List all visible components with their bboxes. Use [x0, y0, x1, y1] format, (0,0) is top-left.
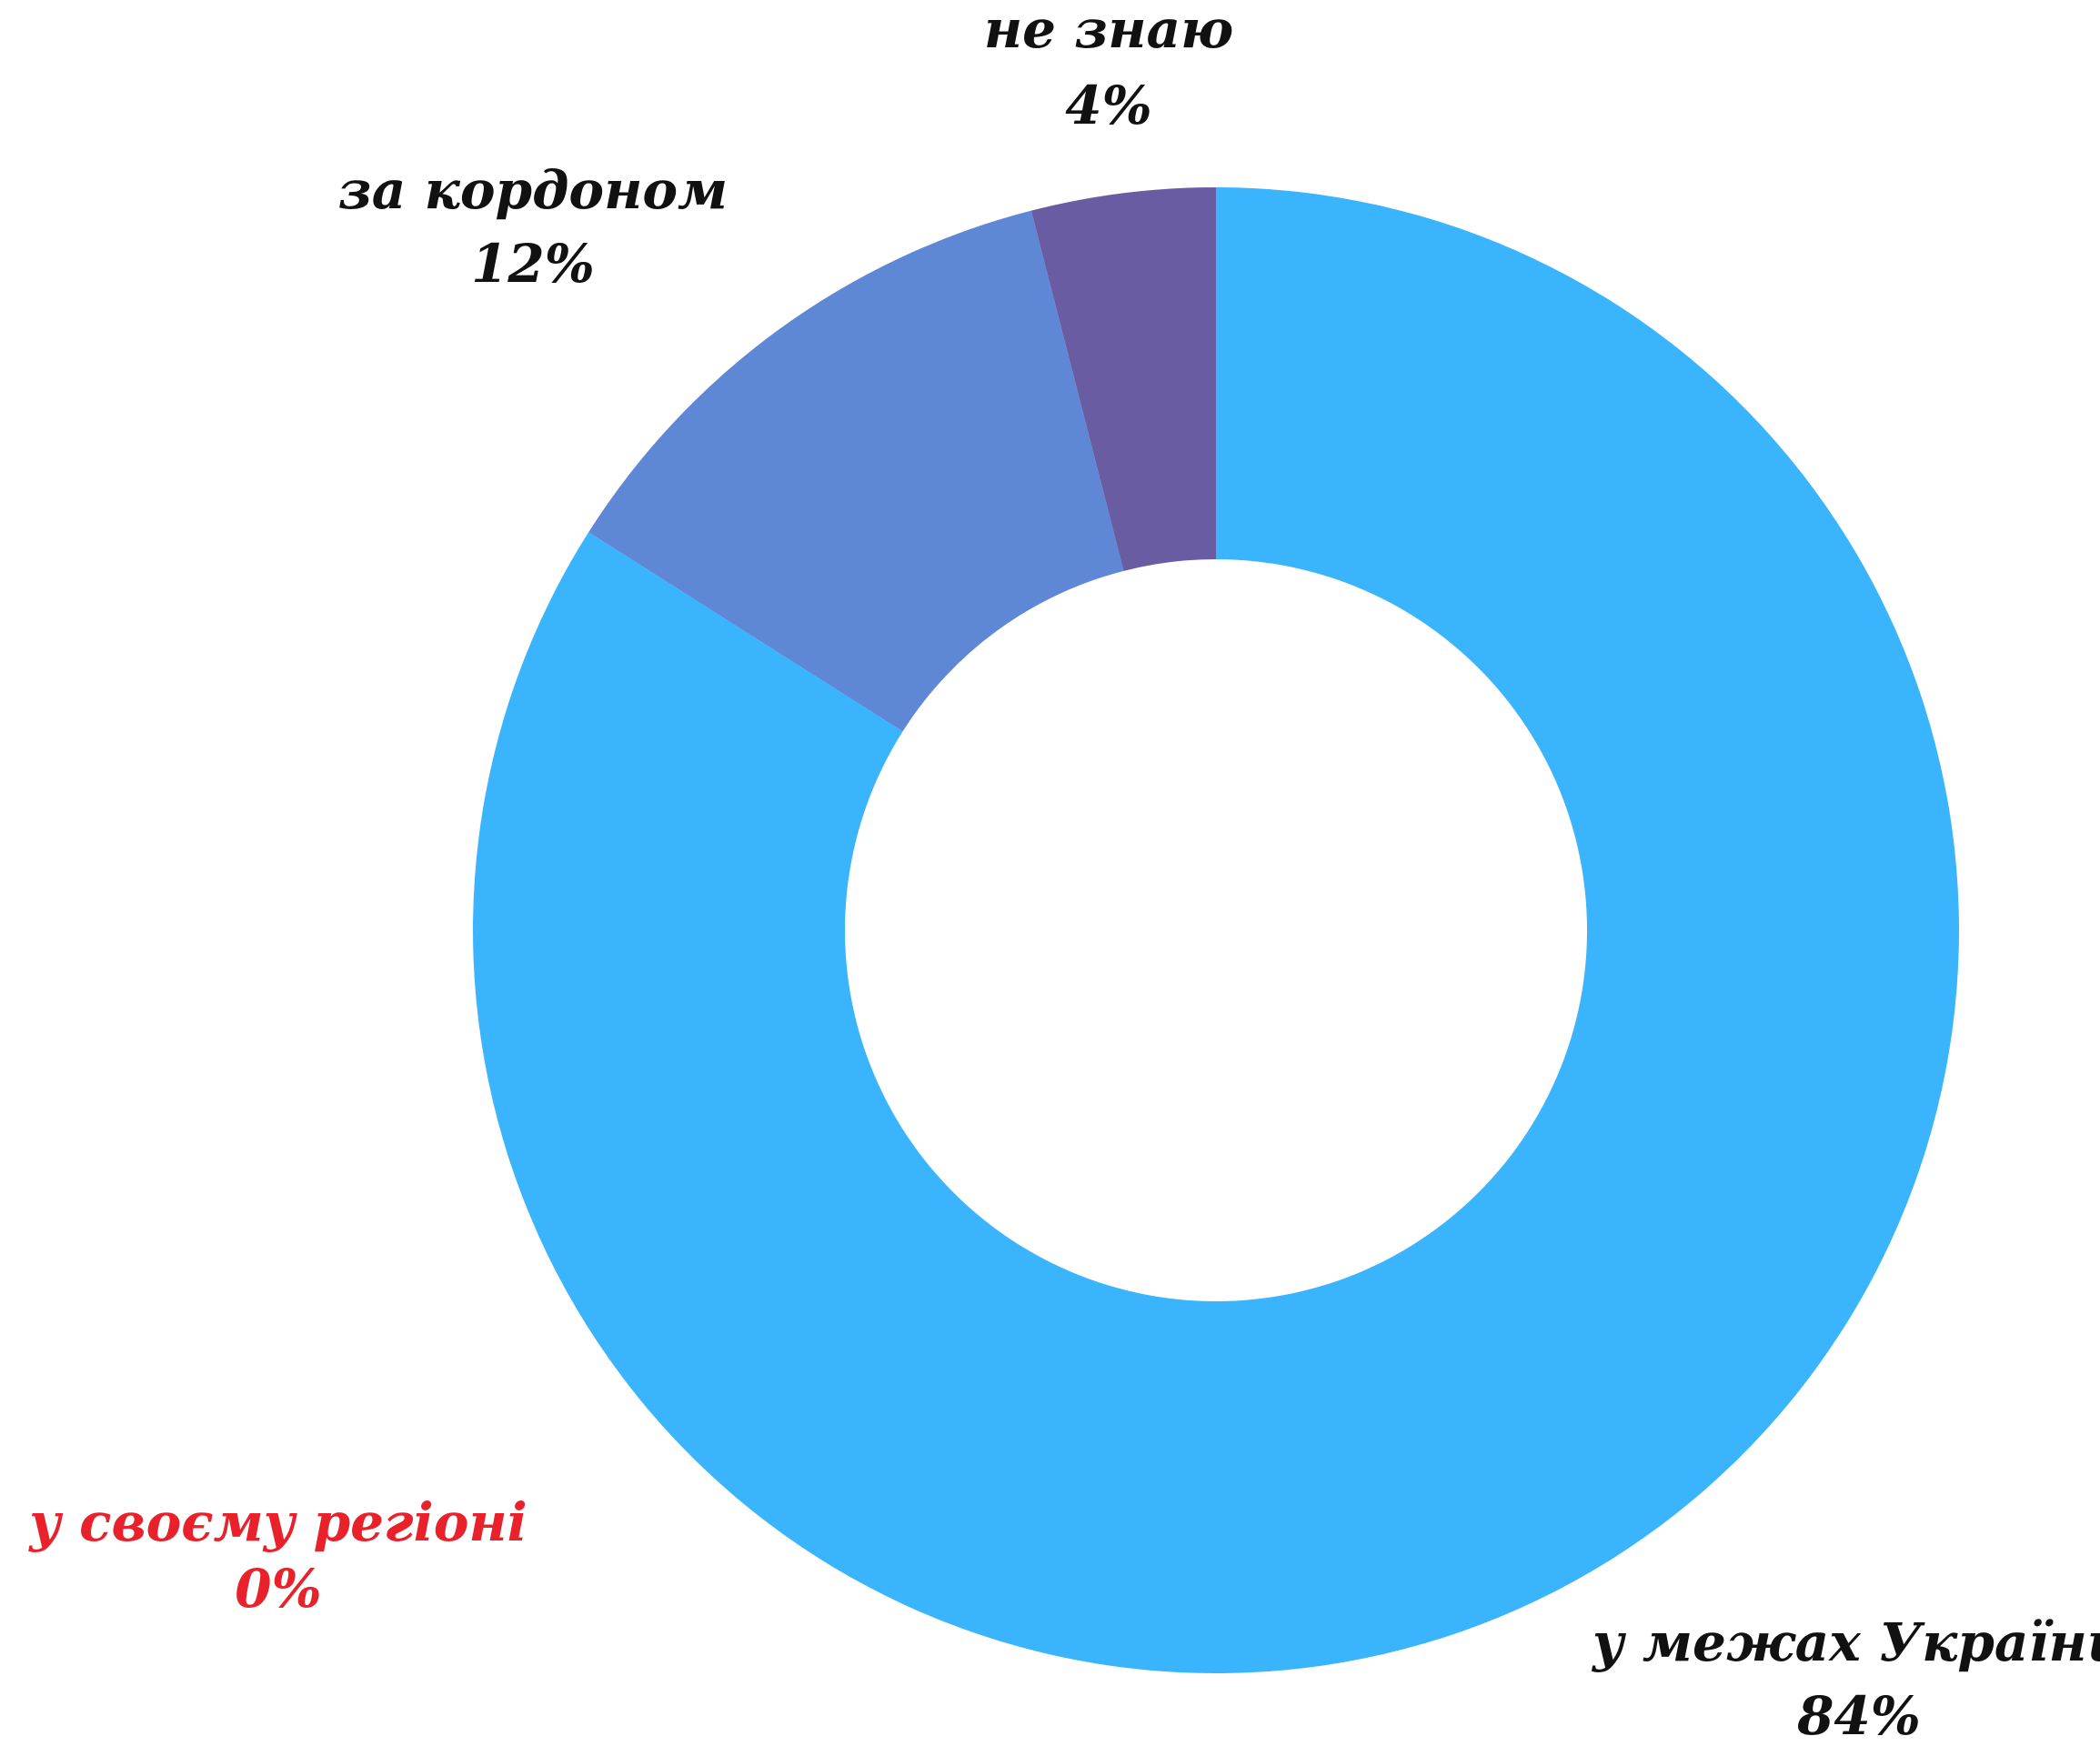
slice-label: за кордоном — [338, 159, 728, 221]
slice-value-label: 0% — [235, 1558, 321, 1620]
slice-label: у своєму регіоні — [27, 1491, 527, 1553]
donut-slice — [588, 210, 1124, 732]
slice-label: у межах України — [1591, 1611, 2100, 1673]
donut-slice — [472, 187, 1960, 1673]
slice-label: не знаю — [984, 0, 1233, 60]
donut-slice — [1030, 187, 1216, 571]
slice-value-label: 4% — [1065, 75, 1151, 136]
slice-value-label: 84% — [1796, 1685, 1921, 1747]
slice-value-label: 12% — [471, 233, 595, 295]
